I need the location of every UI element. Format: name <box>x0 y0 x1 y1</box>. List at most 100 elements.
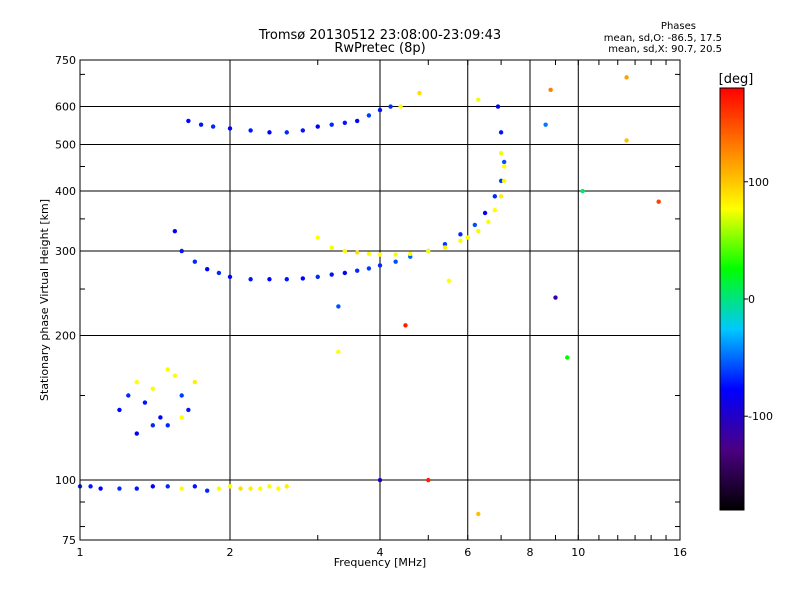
data-point <box>492 194 498 199</box>
data-point <box>476 97 481 102</box>
data-point <box>248 277 253 282</box>
y-tick-label: 600 <box>55 101 76 114</box>
data-point <box>354 268 360 273</box>
colorbar-tick-label: 0 <box>748 293 755 306</box>
data-point <box>150 386 156 391</box>
data-point <box>458 238 463 244</box>
data-point <box>426 477 431 483</box>
data-point <box>501 164 507 169</box>
data-point <box>172 228 178 234</box>
data-point <box>482 210 488 216</box>
data-point <box>498 150 504 156</box>
y-tick-label: 75 <box>62 534 76 547</box>
chart-subtitle: RwPretec (8p) <box>334 41 426 56</box>
data-point <box>300 128 306 133</box>
data-point <box>498 178 504 184</box>
data-point <box>179 415 184 420</box>
data-point <box>553 295 558 300</box>
y-tick-label: 400 <box>55 185 76 198</box>
data-point <box>342 270 348 276</box>
data-point <box>204 488 210 493</box>
data-point <box>336 304 341 309</box>
data-point <box>377 263 383 268</box>
data-point <box>377 107 383 113</box>
data-points <box>77 75 661 517</box>
x-tick-label: 2 <box>227 546 234 559</box>
colorbar-tick-label: -100 <box>748 410 773 423</box>
data-point <box>486 219 491 225</box>
data-point <box>258 486 263 491</box>
data-point <box>388 104 393 109</box>
stats-line-x: mean, sd,X: 90.7, 20.5 <box>608 44 722 55</box>
data-point <box>134 379 139 385</box>
data-point <box>377 252 383 257</box>
data-point <box>426 248 431 254</box>
data-point <box>88 484 93 489</box>
data-point <box>465 235 470 240</box>
data-point <box>117 486 122 491</box>
data-point <box>329 272 334 277</box>
data-point <box>126 393 131 398</box>
data-point <box>204 266 210 272</box>
data-point <box>267 130 272 135</box>
data-point <box>179 393 184 398</box>
data-point <box>267 484 272 489</box>
data-point <box>580 188 585 194</box>
data-point <box>284 277 289 282</box>
data-point <box>186 118 191 124</box>
x-tick-label: 4 <box>377 546 384 559</box>
x-tick-label: 1 <box>77 546 84 559</box>
data-point <box>398 104 403 109</box>
data-point <box>267 277 272 282</box>
colorbar-gradient <box>719 87 745 511</box>
data-point <box>165 484 170 489</box>
data-point <box>216 270 222 276</box>
data-point <box>142 400 148 405</box>
data-point <box>134 486 139 491</box>
data-point <box>186 407 191 413</box>
data-point <box>238 486 243 491</box>
y-tick-label: 100 <box>55 474 76 487</box>
colorbar-label: [deg] <box>719 72 754 87</box>
data-point <box>284 130 289 135</box>
y-tick-label: 200 <box>55 330 76 343</box>
data-point <box>192 259 198 264</box>
data-point <box>354 250 360 255</box>
data-point <box>150 423 156 428</box>
data-point <box>472 222 478 228</box>
data-point <box>329 245 334 250</box>
data-point <box>548 87 553 93</box>
data-point <box>501 159 507 165</box>
data-point <box>403 323 408 328</box>
data-point <box>165 367 170 372</box>
data-point <box>354 118 360 124</box>
data-point <box>458 232 463 237</box>
data-point <box>276 486 281 491</box>
data-point <box>442 245 448 250</box>
grid <box>80 60 680 540</box>
data-point <box>227 484 233 489</box>
x-tick-label: 16 <box>673 546 687 559</box>
x-tick-label: 6 <box>464 546 471 559</box>
y-tick-label: 750 <box>55 54 76 67</box>
y-tick-label: 300 <box>55 245 76 258</box>
data-point <box>342 248 348 254</box>
data-point <box>446 278 452 284</box>
chart-title: Tromsø 20130512 23:08:00-23:09:43 <box>258 28 502 43</box>
data-point <box>248 128 253 133</box>
data-point <box>179 486 184 491</box>
axis-ticks: 1 2 4 6 8 10 16 75 100 200 300 400 500 600 750 <box>55 54 687 559</box>
data-point <box>98 486 103 491</box>
data-point <box>624 75 629 80</box>
data-point <box>498 130 504 135</box>
data-point <box>192 484 198 489</box>
data-point <box>417 90 422 96</box>
data-point <box>198 122 204 127</box>
colorbar-tick-label: 100 <box>748 176 769 189</box>
data-point <box>300 276 306 281</box>
data-point <box>366 266 372 271</box>
stats-heading: Phases <box>660 21 696 32</box>
data-point <box>134 431 139 436</box>
data-point <box>498 194 504 199</box>
